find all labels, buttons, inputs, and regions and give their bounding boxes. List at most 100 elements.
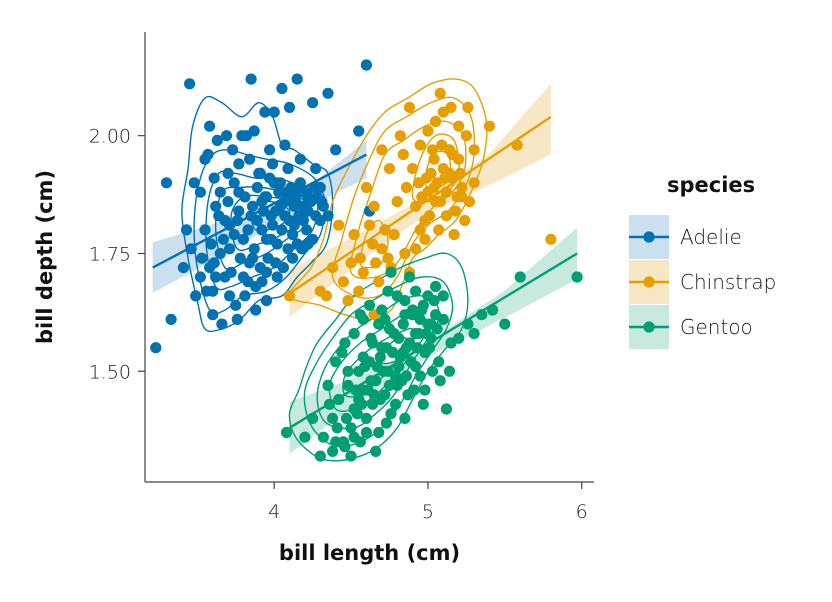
gentoo-point — [514, 271, 526, 283]
chinstrap-point — [456, 181, 468, 194]
gentoo-point — [407, 304, 419, 316]
gentoo-point — [393, 361, 405, 373]
adelie-point — [160, 177, 173, 189]
y-axis-ticks: 1.50 1.75 2.00 — [89, 126, 145, 383]
adelie-point — [210, 200, 222, 212]
adelie-point — [199, 224, 211, 236]
adelie-point — [237, 271, 249, 283]
adelie-point — [228, 229, 240, 241]
chinstrap-point — [460, 130, 472, 142]
chinstrap-contour-6 — [359, 219, 389, 269]
chinstrap-point — [410, 243, 422, 255]
gentoo-point — [371, 361, 383, 373]
adelie-point — [210, 271, 222, 283]
chinstrap-point — [511, 139, 523, 151]
adelie-point — [271, 271, 283, 283]
gentoo-point — [345, 422, 357, 434]
adelie-point — [259, 106, 271, 118]
gentoo-point — [410, 285, 422, 297]
gentoo-point — [330, 436, 342, 448]
adelie-point — [267, 158, 279, 170]
adelie-point — [310, 163, 322, 175]
chinstrap-point — [440, 186, 452, 198]
adelie-point — [190, 290, 202, 302]
chinstrap-point — [463, 196, 475, 208]
x-axis-ticks: 4 5 6 — [268, 482, 588, 523]
gentoo-point — [430, 280, 442, 293]
y-tick-label: 1.50 — [89, 361, 131, 383]
adelie-point — [219, 214, 231, 227]
x-tick-label: 5 — [422, 501, 434, 523]
adelie-point — [248, 125, 260, 137]
gentoo-point — [385, 266, 397, 278]
adelie-point — [268, 106, 280, 118]
gentoo-point — [314, 450, 326, 462]
legend-label: Chinstrap — [680, 270, 776, 294]
chinstrap-point — [400, 181, 412, 194]
chinstrap-point — [459, 214, 471, 227]
gentoo-point — [397, 318, 409, 330]
chinstrap-point — [357, 266, 369, 278]
points-layer — [150, 59, 583, 462]
adelie-point — [256, 224, 268, 236]
chinstrap-point — [468, 144, 480, 156]
gentoo-point — [360, 412, 372, 424]
gentoo-point — [354, 309, 366, 321]
adelie-point — [239, 191, 251, 203]
gentoo-point — [374, 351, 386, 363]
adelie-point — [330, 144, 342, 156]
gentoo-point — [370, 445, 382, 457]
adelie-point — [260, 266, 273, 278]
adelie-point — [196, 252, 208, 264]
adelie-point — [274, 177, 286, 189]
gentoo-point — [357, 351, 369, 363]
adelie-point — [264, 172, 276, 184]
chinstrap-point — [428, 153, 440, 165]
adelie-point — [185, 243, 197, 255]
adelie-point — [353, 125, 365, 137]
adelie-point — [208, 257, 220, 269]
adelie-point — [254, 167, 266, 179]
adelie-point — [279, 139, 291, 151]
adelie-point — [234, 252, 246, 264]
gentoo-point — [408, 384, 420, 396]
adelie-point — [300, 224, 313, 236]
adelie-point — [260, 295, 273, 307]
chinstrap-point — [416, 191, 428, 203]
chinstrap-point — [450, 205, 462, 217]
gentoo-point — [499, 318, 511, 330]
gentoo-point — [353, 393, 365, 406]
adelie-point — [245, 73, 257, 85]
gentoo-point — [363, 299, 376, 311]
chinstrap-contour-1 — [288, 78, 488, 321]
gentoo-contour-2 — [303, 276, 454, 448]
gentoo-point — [362, 384, 374, 396]
gentoo-point — [397, 346, 409, 358]
chinstrap-point — [413, 177, 425, 189]
adelie-point — [248, 243, 260, 255]
gentoo-point — [280, 426, 293, 439]
gentoo-point — [383, 379, 396, 391]
chinstrap-point — [434, 87, 446, 99]
gentoo-point — [330, 356, 342, 368]
chinstrap-point — [320, 290, 332, 302]
gentoo-point — [345, 450, 357, 462]
adelie-point — [222, 196, 234, 208]
gentoo-point — [399, 412, 411, 424]
adelie-point — [214, 186, 226, 198]
y-tick-label: 1.75 — [89, 243, 131, 265]
gentoo-point — [399, 295, 411, 307]
gentoo-point — [323, 398, 336, 410]
adelie-point — [310, 210, 322, 222]
chinstrap-point — [403, 101, 416, 113]
legend-entry-adelie: Adelie — [629, 215, 742, 259]
adelie-point — [233, 158, 245, 170]
chinstrap-point — [407, 163, 419, 175]
adelie-point — [308, 181, 320, 194]
legend-entry-chinstrap: Chinstrap — [629, 260, 776, 304]
adelie-contour-2 — [193, 149, 326, 315]
gentoo-point — [430, 309, 442, 321]
adelie-point — [214, 247, 226, 260]
chinstrap-point — [363, 219, 376, 231]
chinstrap-point — [368, 200, 380, 212]
